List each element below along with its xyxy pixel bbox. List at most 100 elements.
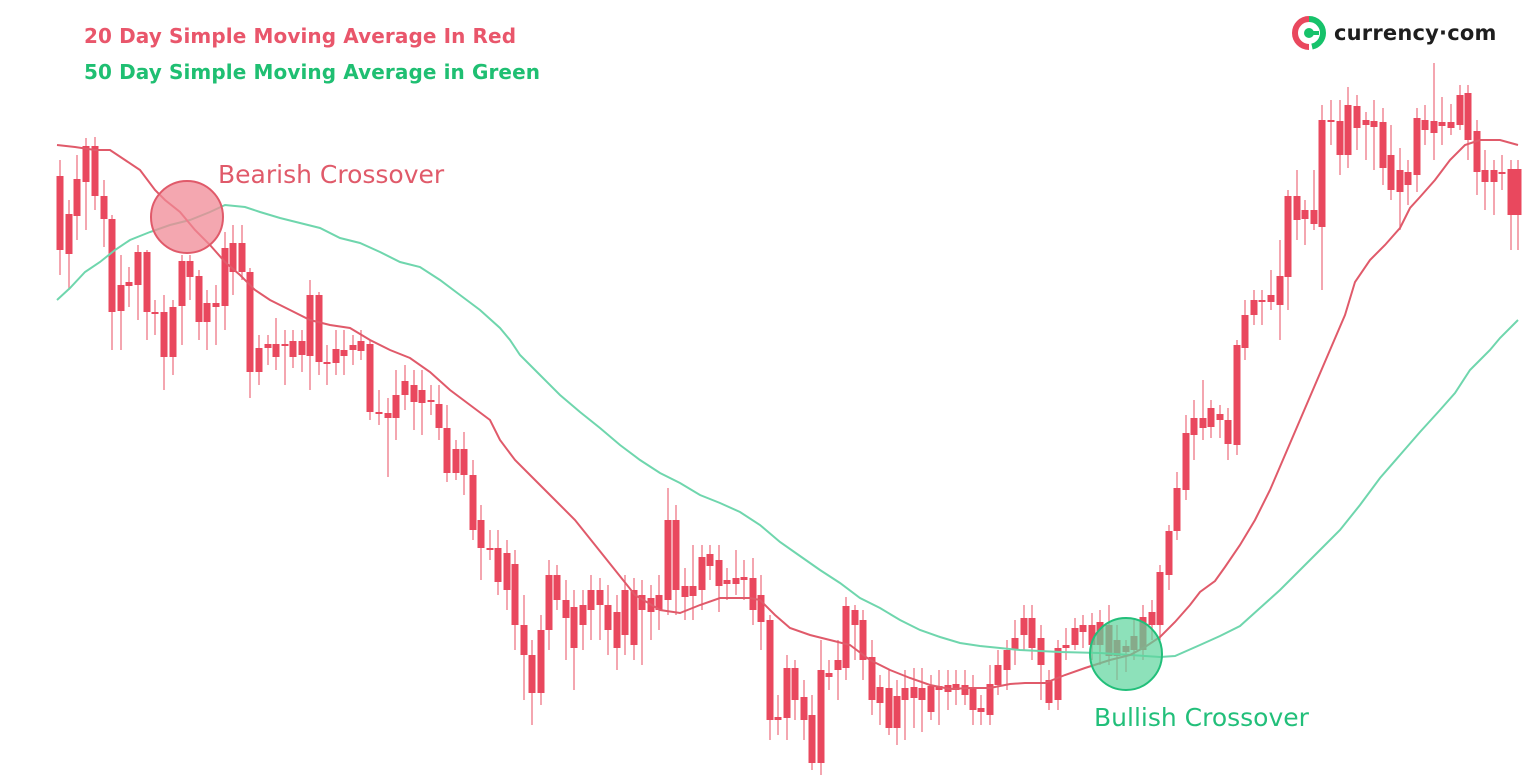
bearish-candle: [357, 341, 365, 351]
bearish-candle: [774, 717, 782, 720]
bearish-candle: [1216, 414, 1224, 420]
bearish-candle: [579, 605, 587, 625]
bullish-crossover-marker: [1089, 617, 1163, 691]
bearish-candle: [562, 600, 570, 618]
bearish-candle: [1430, 121, 1438, 133]
bearish-candle: [100, 196, 108, 219]
bearish-candle: [859, 620, 867, 660]
bearish-candle: [918, 688, 926, 700]
bearish-candle: [1062, 645, 1070, 648]
bearish-candle: [545, 575, 553, 630]
bearish-candle: [723, 580, 731, 584]
bearish-candle: [238, 243, 246, 272]
bearish-candle: [1514, 169, 1522, 215]
bearish-candle: [1387, 155, 1395, 190]
bearish-candle: [961, 685, 969, 695]
bearish-candle: [851, 610, 859, 625]
bearish-candle: [672, 520, 680, 590]
bearish-candle: [604, 605, 612, 630]
bearish-candle: [117, 285, 125, 311]
bearish-candle: [537, 630, 545, 693]
bearish-candle: [706, 554, 714, 566]
bearish-candle: [901, 688, 909, 700]
bearish-candle: [1344, 105, 1352, 155]
bearish-candle: [91, 146, 99, 196]
bearish-candle: [203, 303, 211, 322]
bearish-candle: [1250, 300, 1258, 315]
bearish-candle: [1336, 121, 1344, 155]
bearish-candle: [1293, 196, 1301, 220]
bearish-candle: [910, 687, 918, 698]
bearish-candle: [927, 686, 935, 712]
bearish-candle: [298, 341, 306, 355]
bearish-candle: [986, 684, 994, 715]
bearish-candle: [511, 564, 519, 625]
bearish-candle: [477, 520, 485, 548]
bearish-candle: [655, 595, 663, 610]
bearish-candle: [169, 307, 177, 357]
bearish-candle: [587, 590, 595, 610]
bearish-candle: [969, 687, 977, 710]
chart-legend: 20 Day Simple Moving Average In Red 50 D…: [84, 18, 540, 90]
bearish-candle: [108, 219, 116, 312]
bearish-candle: [392, 395, 400, 418]
bearish-candle: [1447, 122, 1455, 128]
bearish-candle: [681, 586, 689, 597]
bearish-candle: [528, 655, 536, 693]
bearish-candle: [1079, 625, 1087, 632]
bearish-candle: [885, 688, 893, 728]
bearish-candle: [1199, 418, 1207, 428]
bearish-candle: [151, 312, 159, 314]
bearish-candle: [1224, 420, 1232, 444]
bearish-candle: [178, 261, 186, 306]
bearish-candle: [1413, 118, 1421, 175]
bearish-candle: [791, 668, 799, 700]
bearish-candle: [817, 670, 825, 763]
bearish-candle: [613, 612, 621, 648]
bearish-candle: [125, 282, 133, 286]
bearish-candle: [1327, 120, 1335, 122]
currency-logo-icon: [1292, 16, 1326, 50]
bearish-candle: [56, 176, 64, 250]
legend-sma50: 50 Day Simple Moving Average in Green: [84, 60, 541, 84]
bearish-candle: [1379, 122, 1387, 168]
bearish-candle: [800, 697, 808, 720]
bearish-candle: [65, 214, 73, 254]
bearish-candle: [1173, 488, 1181, 531]
bearish-candle: [698, 557, 706, 590]
bearish-candle: [842, 606, 850, 668]
bearish-candle: [255, 348, 263, 372]
bullish-crossover-label: Bullish Crossover: [1094, 703, 1310, 732]
bearish-candle: [221, 248, 229, 306]
bearish-candle: [1456, 95, 1464, 125]
bearish-candle: [264, 344, 272, 348]
bearish-candle: [503, 553, 511, 590]
bearish-candle: [401, 381, 409, 395]
bearish-candle: [1464, 93, 1472, 140]
bearish-candle: [1028, 618, 1036, 648]
bearish-candle: [212, 303, 220, 307]
bearish-candle: [349, 345, 357, 350]
bearish-candle: [460, 449, 468, 475]
bearish-candle: [1020, 618, 1028, 635]
bearish-candle: [1438, 122, 1446, 126]
bearish-candle: [323, 362, 331, 364]
brand-name: currency·com: [1334, 21, 1497, 45]
bearish-candle: [469, 475, 477, 530]
bearish-candle: [1396, 170, 1404, 192]
bearish-candle: [893, 696, 901, 728]
bearish-candle: [621, 590, 629, 635]
bearish-candle: [570, 607, 578, 648]
bearish-candle: [740, 577, 748, 580]
bearish-candle: [757, 595, 765, 622]
legend-sma20: 20 Day Simple Moving Average In Red: [84, 24, 517, 48]
bearish-candle: [246, 272, 254, 372]
bearish-candle: [1054, 648, 1062, 700]
bearish-candle: [935, 686, 943, 690]
bearish-candle: [1301, 210, 1309, 219]
bearish-candle: [1318, 120, 1326, 227]
bearish-candle: [340, 350, 348, 356]
bearish-candle: [1284, 196, 1292, 277]
bearish-candle: [1473, 131, 1481, 172]
